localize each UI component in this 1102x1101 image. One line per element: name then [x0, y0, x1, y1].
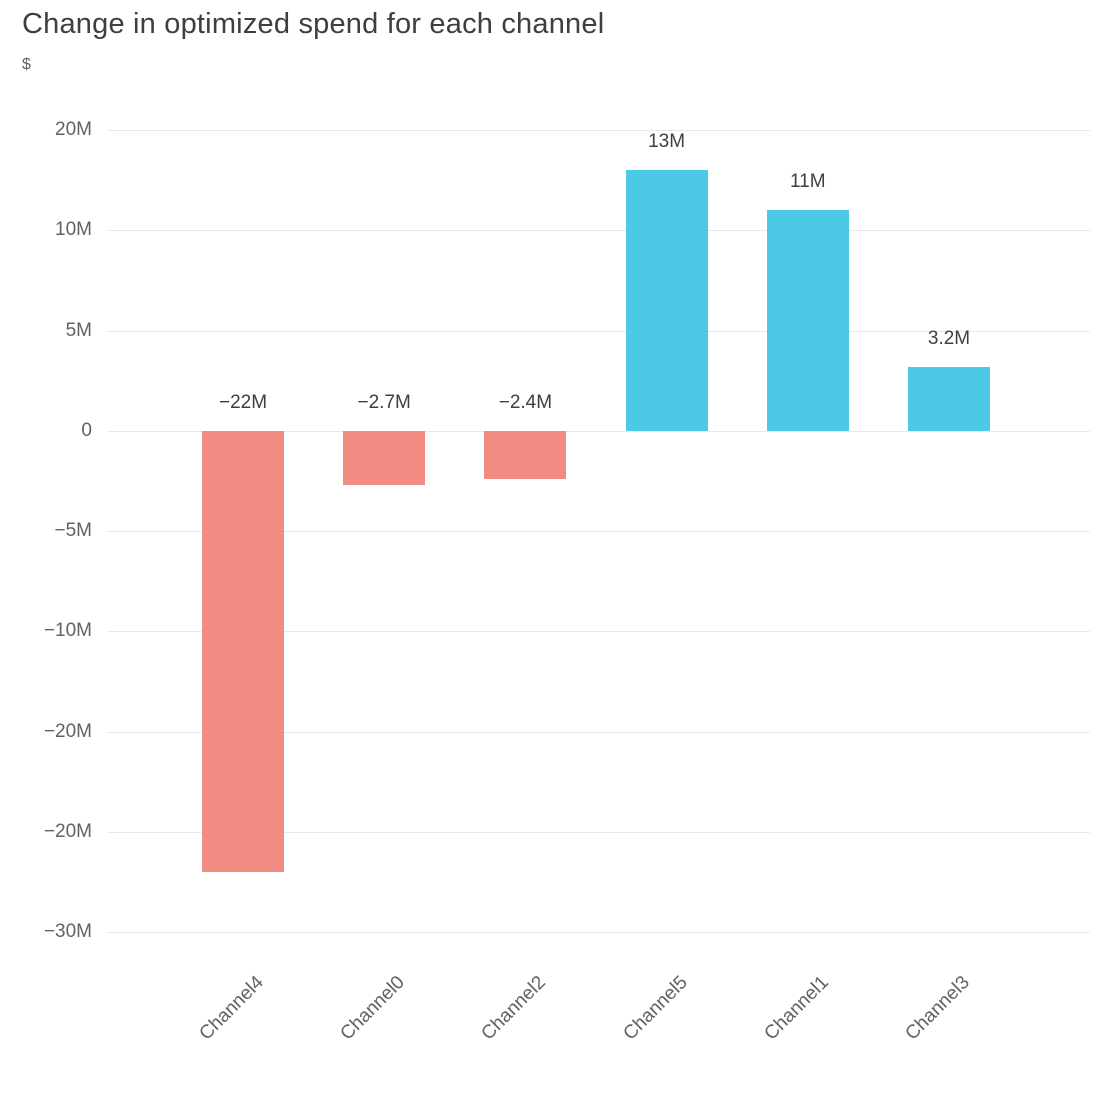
y-tick-label: 10M — [55, 219, 92, 241]
x-axis-label-channel3: Channel3 — [901, 972, 974, 1045]
y-tick-label: −20M — [43, 720, 92, 742]
bar-value-label: 13M — [648, 131, 686, 153]
y-tick-label: 20M — [55, 119, 92, 140]
y-tick-label: 5M — [65, 319, 92, 341]
bar-value-label: −22M — [218, 391, 268, 413]
bar-value-label: −2.4M — [498, 391, 553, 413]
gridline — [108, 932, 1090, 933]
gridline — [108, 731, 1090, 733]
x-axis-label-channel2: Channel2 — [477, 972, 551, 1045]
bar-channel5 — [625, 170, 708, 431]
bar-value-label: −2.7M — [357, 391, 411, 413]
bar-value-label: 3.2M — [927, 327, 971, 349]
gridline — [108, 130, 1090, 131]
bar-value-label: 11M — [790, 171, 826, 193]
bar-channel2 — [484, 430, 567, 479]
y-tick-label: −30M — [43, 921, 92, 942]
gridline — [108, 631, 1090, 633]
x-axis-label-channel1: Channel1 — [760, 972, 833, 1045]
y-tick-label: −10M — [43, 620, 92, 642]
y-tick-label: −20M — [43, 820, 92, 842]
gridline — [108, 330, 1090, 332]
bar-channel1 — [766, 210, 849, 431]
y-tick-label: −5M — [54, 520, 93, 541]
chart-title: Change in optimized spend for each chann… — [22, 8, 605, 40]
x-axis-label-channel0: Channel0 — [336, 972, 410, 1045]
bar-channel0 — [343, 430, 426, 485]
y-axis-unit-label: $ — [22, 56, 31, 73]
plot-area: 20M 10M 5M 0 −5M −10M −20M −20M −30M −22M Channel4… — [43, 119, 1090, 1044]
x-axis-label-channel5: Channel5 — [619, 972, 692, 1045]
bar-channel4 — [202, 430, 284, 872]
gridline — [108, 831, 1090, 833]
x-axis-label-channel4: Channel4 — [195, 972, 268, 1045]
y-tick-label: 0 — [81, 419, 92, 441]
gridline — [108, 230, 1090, 232]
gridline — [108, 531, 1090, 532]
gridline — [108, 430, 1090, 432]
bar-channel3 — [908, 366, 990, 431]
